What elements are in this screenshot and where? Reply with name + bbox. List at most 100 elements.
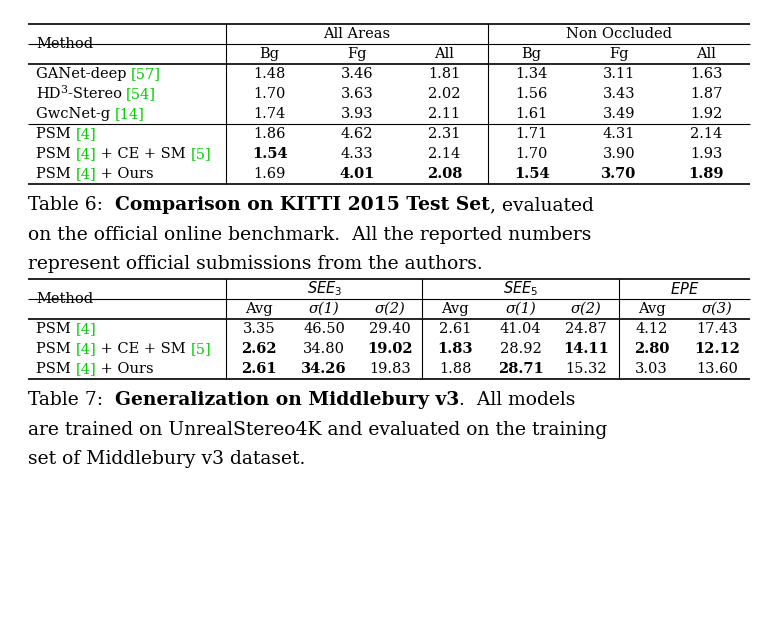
Text: [57]: [57]: [131, 67, 161, 81]
Text: 1.83: 1.83: [437, 342, 473, 356]
Text: 4.12: 4.12: [636, 322, 668, 336]
Text: Bg: Bg: [522, 47, 541, 61]
Text: 1.70: 1.70: [516, 147, 548, 161]
Text: [5]: [5]: [191, 342, 211, 356]
Text: 3.11: 3.11: [603, 67, 635, 81]
Text: [4]: [4]: [75, 147, 96, 161]
Text: 3.35: 3.35: [243, 322, 275, 336]
Text: -Stereo: -Stereo: [68, 87, 126, 101]
Text: 24.87: 24.87: [566, 322, 607, 336]
Text: 1.87: 1.87: [690, 87, 723, 101]
Text: 1.69: 1.69: [254, 167, 286, 181]
Text: PSM: PSM: [36, 147, 75, 161]
Text: 34.26: 34.26: [301, 362, 347, 376]
Text: Method: Method: [36, 37, 93, 51]
Text: 1.74: 1.74: [254, 107, 286, 121]
Text: [4]: [4]: [75, 167, 96, 181]
Text: σ(1): σ(1): [309, 302, 340, 316]
Text: 1.54: 1.54: [513, 167, 549, 181]
Text: 1.93: 1.93: [690, 147, 723, 161]
Text: + CE + SM: + CE + SM: [96, 342, 191, 356]
Text: 2.31: 2.31: [428, 127, 461, 141]
Text: $\mathit{EPE}$: $\mathit{EPE}$: [670, 281, 699, 297]
Text: [14]: [14]: [114, 107, 145, 121]
Text: Table 6:: Table 6:: [28, 196, 115, 214]
Text: All: All: [696, 47, 717, 61]
Text: 1.48: 1.48: [254, 67, 286, 81]
Text: 1.92: 1.92: [690, 107, 723, 121]
Text: 1.56: 1.56: [516, 87, 548, 101]
Text: .  All models: . All models: [459, 391, 576, 409]
Text: Fg: Fg: [347, 47, 366, 61]
Text: 1.70: 1.70: [254, 87, 286, 101]
Text: 19.02: 19.02: [367, 342, 412, 356]
Text: 15.32: 15.32: [566, 362, 607, 376]
Text: [54]: [54]: [126, 87, 156, 101]
Text: 1.81: 1.81: [428, 67, 461, 81]
Text: σ(2): σ(2): [374, 302, 405, 316]
Text: PSM: PSM: [36, 127, 75, 141]
Text: 3.43: 3.43: [603, 87, 636, 101]
Text: 3.49: 3.49: [603, 107, 636, 121]
Text: Avg: Avg: [441, 302, 469, 316]
Text: 28.71: 28.71: [498, 362, 544, 376]
Text: 3.03: 3.03: [636, 362, 668, 376]
Text: σ(2): σ(2): [571, 302, 601, 316]
Text: 12.12: 12.12: [694, 342, 740, 356]
Text: 1.34: 1.34: [516, 67, 548, 81]
Text: 28.92: 28.92: [500, 342, 541, 356]
Text: 3: 3: [61, 85, 68, 95]
Text: 2.02: 2.02: [428, 87, 461, 101]
Text: Comparison on KITTI 2015 Test Set: Comparison on KITTI 2015 Test Set: [115, 196, 489, 214]
Text: Bg: Bg: [260, 47, 279, 61]
Text: PSM: PSM: [36, 167, 75, 181]
Text: [4]: [4]: [75, 127, 96, 141]
Text: 4.33: 4.33: [341, 147, 373, 161]
Text: 4.31: 4.31: [603, 127, 635, 141]
Text: 4.62: 4.62: [341, 127, 373, 141]
Text: + CE + SM: + CE + SM: [96, 147, 191, 161]
Text: 29.40: 29.40: [369, 322, 411, 336]
Text: 34.80: 34.80: [303, 342, 345, 356]
Text: 3.90: 3.90: [603, 147, 636, 161]
Text: + Ours: + Ours: [96, 167, 154, 181]
Text: 3.93: 3.93: [341, 107, 373, 121]
Text: , evaluated: , evaluated: [489, 196, 594, 214]
Text: $\mathit{SEE}_5$: $\mathit{SEE}_5$: [503, 280, 538, 298]
Text: $\mathit{SEE}_3$: $\mathit{SEE}_3$: [307, 280, 342, 298]
Text: Fg: Fg: [609, 47, 629, 61]
Text: GANet-deep: GANet-deep: [36, 67, 131, 81]
Text: Non Occluded: Non Occluded: [566, 27, 672, 41]
Text: 4.01: 4.01: [339, 167, 375, 181]
Text: 2.61: 2.61: [241, 362, 276, 376]
Text: 3.63: 3.63: [341, 87, 373, 101]
Text: 2.14: 2.14: [428, 147, 461, 161]
Text: [4]: [4]: [75, 342, 96, 356]
Text: are trained on UnrealStereo4K and evaluated on the training: are trained on UnrealStereo4K and evalua…: [28, 420, 608, 439]
Text: 1.54: 1.54: [252, 147, 288, 161]
Text: 14.11: 14.11: [563, 342, 609, 356]
Text: represent official submissions from the authors.: represent official submissions from the …: [28, 256, 483, 273]
Text: 1.88: 1.88: [439, 362, 471, 376]
Text: [5]: [5]: [191, 147, 211, 161]
Text: 19.83: 19.83: [369, 362, 411, 376]
Text: σ(1): σ(1): [506, 302, 536, 316]
Text: 1.86: 1.86: [254, 127, 286, 141]
Text: 2.14: 2.14: [690, 127, 723, 141]
Text: Avg: Avg: [638, 302, 665, 316]
Text: PSM: PSM: [36, 322, 75, 336]
Text: 2.62: 2.62: [241, 342, 276, 356]
Text: GwcNet-g: GwcNet-g: [36, 107, 114, 121]
Text: 1.71: 1.71: [516, 127, 548, 141]
Text: All Areas: All Areas: [324, 27, 391, 41]
Text: 2.11: 2.11: [428, 107, 461, 121]
Text: Table 7:: Table 7:: [28, 391, 115, 409]
Text: PSM: PSM: [36, 342, 75, 356]
Text: on the official online benchmark.  All the reported numbers: on the official online benchmark. All th…: [28, 226, 591, 243]
Text: 1.89: 1.89: [689, 167, 724, 181]
Text: set of Middlebury v3 dataset.: set of Middlebury v3 dataset.: [28, 450, 306, 468]
Text: [4]: [4]: [75, 322, 96, 336]
Text: 2.08: 2.08: [426, 167, 462, 181]
Text: 1.63: 1.63: [690, 67, 723, 81]
Text: + Ours: + Ours: [96, 362, 154, 376]
